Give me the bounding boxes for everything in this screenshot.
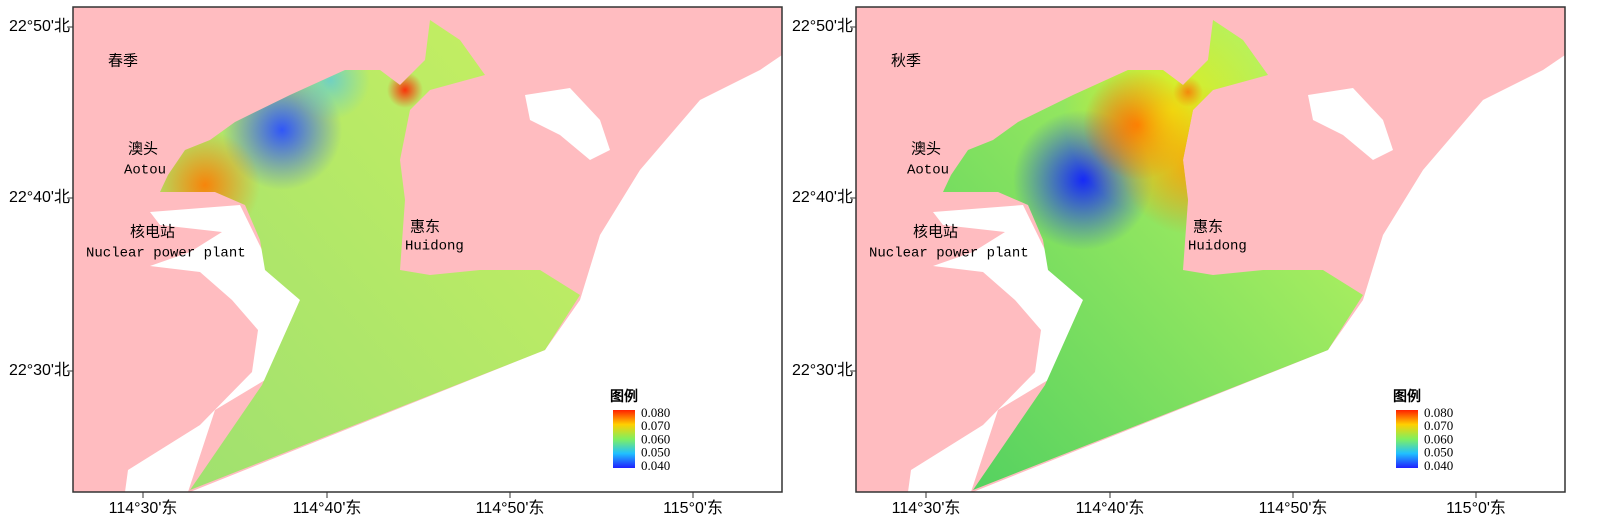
- sea: [1308, 88, 1393, 160]
- legend-value: 0.040: [1424, 458, 1453, 473]
- lat-label: 22°40'北: [792, 188, 853, 206]
- place-label: 核电站: [913, 223, 958, 240]
- lon-label: 114°50'东: [476, 499, 545, 517]
- lat-label: 22°30'北: [9, 361, 70, 379]
- lat-label: 22°50'北: [9, 17, 70, 35]
- frame: [855, 6, 1566, 493]
- legend-value: 0.050: [1424, 445, 1453, 460]
- lon-label: 114°40'东: [293, 499, 362, 517]
- place-label: 惠东: [1193, 218, 1223, 235]
- legend-title: 图例: [610, 388, 638, 405]
- place-label: Huidong: [405, 239, 464, 255]
- season-label: 秋季: [891, 52, 921, 69]
- sea: [908, 205, 1083, 492]
- lon-label: 115°0'东: [663, 499, 723, 517]
- legend-value: 0.060: [641, 431, 670, 446]
- lat-label: 22°30'北: [792, 361, 853, 379]
- legend-value: 0.070: [1424, 418, 1453, 433]
- place-label: 澳头: [911, 140, 941, 157]
- legend-value: 0.040: [641, 458, 670, 473]
- place-label: Huidong: [1188, 239, 1247, 255]
- legend-colorbar: [1396, 410, 1418, 468]
- place-label: 澳头: [128, 140, 158, 157]
- sea: [125, 205, 300, 492]
- place-label: Nuclear power plant: [86, 246, 246, 262]
- hotspot: [1173, 77, 1203, 107]
- sea: [525, 88, 610, 160]
- legend-colorbar: [613, 410, 635, 468]
- season-label: 春季: [108, 52, 138, 69]
- lon-label: 114°40'东: [1076, 499, 1145, 517]
- lat-label: 22°40'北: [9, 188, 70, 206]
- legend-value: 0.070: [641, 418, 670, 433]
- place-label: Nuclear power plant: [869, 246, 1029, 262]
- frame: [72, 6, 783, 493]
- lon-label: 114°30'东: [892, 499, 961, 517]
- legend-title: 图例: [1393, 388, 1421, 405]
- lon-label: 115°0'东: [1446, 499, 1506, 517]
- sea: [190, 55, 782, 492]
- lon-label: 114°30'东: [109, 499, 178, 517]
- lon-label: 114°50'东: [1259, 499, 1328, 517]
- lat-label: 22°50'北: [792, 17, 853, 35]
- sea: [973, 55, 1565, 492]
- legend-value: 0.050: [641, 445, 670, 460]
- place-label: 核电站: [130, 223, 175, 240]
- legend-value: 0.080: [641, 405, 670, 420]
- place-label: Aotou: [907, 163, 949, 179]
- legend-value: 0.080: [1424, 405, 1453, 420]
- place-label: Aotou: [124, 163, 166, 179]
- place-label: 惠东: [410, 218, 440, 235]
- legend-value: 0.060: [1424, 431, 1453, 446]
